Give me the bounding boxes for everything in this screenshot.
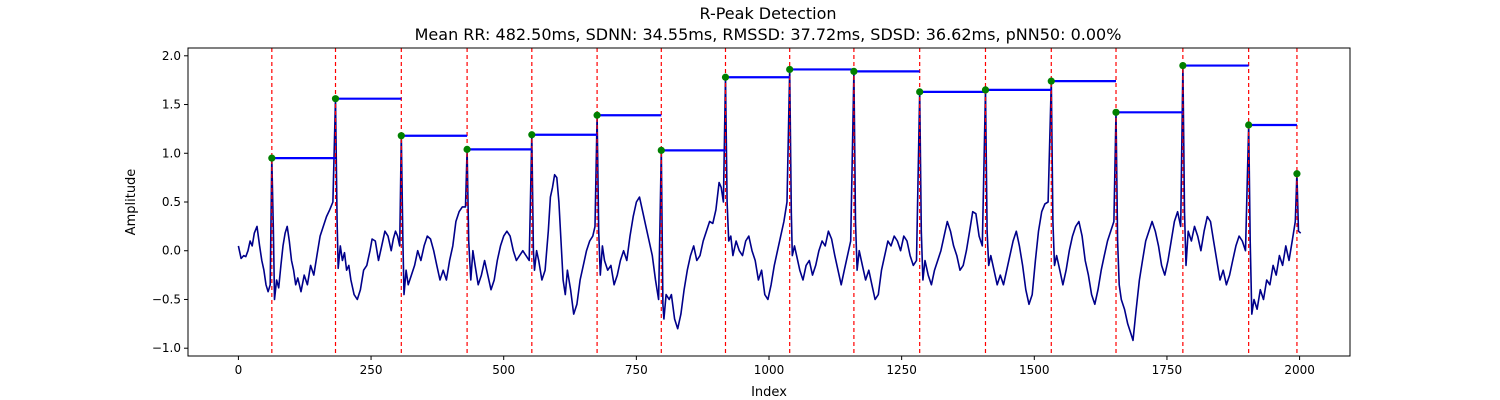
x-tick-label: 1000 <box>754 363 785 377</box>
y-axis-label: Amplitude <box>124 169 139 236</box>
ecg-signal-line <box>237 64 1302 342</box>
r-peak-point <box>786 65 794 74</box>
r-peak-point <box>593 111 601 119</box>
y-tick-label: 1.5 <box>162 98 181 112</box>
x-tick-label: 1250 <box>886 363 917 377</box>
r-peak-point <box>657 146 665 154</box>
r-peak-point <box>1047 77 1055 85</box>
x-tick-label: 1750 <box>1152 363 1183 377</box>
x-tick-label: 1500 <box>1019 363 1050 377</box>
plot-content <box>237 48 1302 356</box>
r-peak-point <box>397 132 405 140</box>
r-peak-point <box>1179 61 1187 70</box>
x-tick-label: 250 <box>360 363 383 377</box>
x-axis-label: Index <box>751 385 787 400</box>
r-peak-point <box>916 88 924 96</box>
x-axis-ticks: 0 250 500 750 1000 1250 1500 1750 2000 <box>235 356 1315 377</box>
y-axis-ticks: −1.0 −0.5 0.0 0.5 1.0 1.5 2.0 <box>152 49 188 355</box>
r-peak-point <box>1293 170 1301 178</box>
x-tick-label: 750 <box>625 363 648 377</box>
r-peak-point <box>981 86 990 94</box>
r-peak-point <box>850 67 858 75</box>
plot-frame <box>187 47 1351 357</box>
x-tick-label: 500 <box>492 363 515 377</box>
r-peak-point <box>1112 108 1120 116</box>
x-tick-label: 0 <box>235 363 243 377</box>
y-tick-label: −0.5 <box>152 292 181 306</box>
y-tick-label: −1.0 <box>152 341 181 355</box>
x-tick-label: 2000 <box>1284 363 1315 377</box>
r-peak-point <box>721 73 730 81</box>
y-tick-label: 1.0 <box>162 146 181 160</box>
y-tick-label: 2.0 <box>162 49 181 63</box>
r-peak-point <box>528 131 536 139</box>
r-peak-point <box>331 95 340 103</box>
r-peak-point <box>1245 121 1253 129</box>
y-tick-label: 0.5 <box>162 195 181 209</box>
r-peak-point <box>268 154 276 162</box>
r-peak-point <box>463 145 471 153</box>
y-tick-label: 0.0 <box>162 244 181 258</box>
chart-title: R-Peak Detection <box>699 4 836 23</box>
chart-subtitle: Mean RR: 482.50ms, SDNN: 34.55ms, RMSSD:… <box>415 25 1122 44</box>
